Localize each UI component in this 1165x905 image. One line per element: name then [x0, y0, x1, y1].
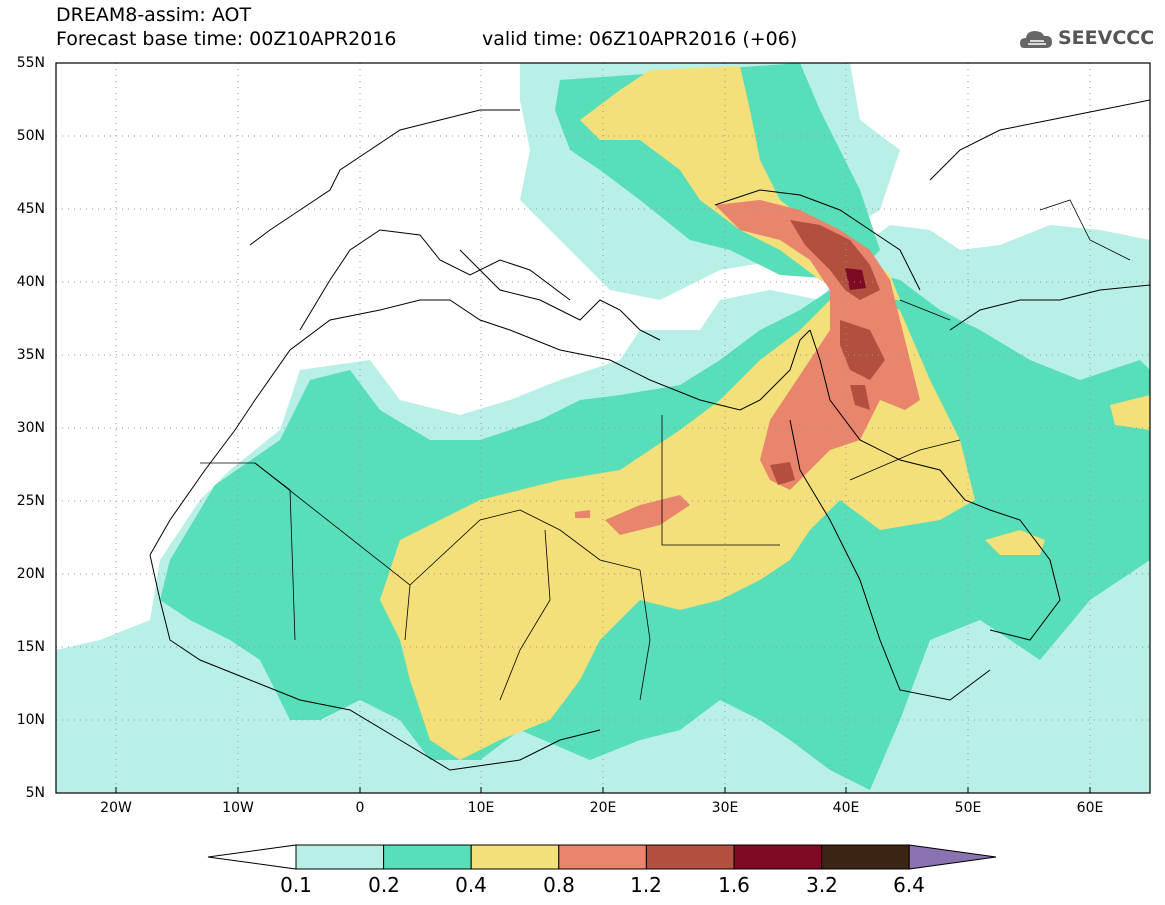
- lon-label: 20W: [100, 800, 132, 816]
- forecast-base-time: Forecast base time: 00Z10APR2016: [56, 28, 397, 50]
- colorbar-swatch-0.8: [558, 844, 647, 870]
- colorbar-label: 3.2: [806, 873, 838, 897]
- colorbar-swatch-0.4: [470, 844, 560, 870]
- lon-label: 20E: [589, 800, 617, 816]
- seevccc-logo-text: SEEVCCC: [1058, 27, 1155, 49]
- colorbar-label: 0.4: [455, 873, 487, 897]
- colorbar-swatch-1.2: [645, 844, 735, 870]
- colorbar-label: 0.2: [368, 873, 400, 897]
- colorbar: [207, 844, 997, 870]
- graticule: [56, 63, 1150, 793]
- valid-time: valid time: 06Z10APR2016 (+06): [482, 28, 798, 50]
- aot-band-1.2-b: [840, 320, 885, 380]
- aot-contours: [56, 63, 1150, 793]
- aot-band-1.2-c: [850, 385, 870, 410]
- lat-label: 20N: [16, 566, 45, 582]
- colorbar-under-arrow: [207, 844, 297, 870]
- map-title: DREAM8-assim: AOT: [56, 4, 252, 26]
- lon-label: 10E: [467, 800, 495, 816]
- aot-band-0.8-patch: [575, 510, 590, 518]
- lon-label: 30E: [711, 800, 739, 816]
- colorbar-over-arrow: [908, 844, 997, 870]
- lat-label: 15N: [16, 639, 45, 655]
- aot-band-0.4-east: [1110, 395, 1150, 430]
- lat-label: 30N: [16, 420, 45, 436]
- lon-label: 40E: [832, 800, 860, 816]
- colorbar-label: 1.6: [718, 873, 750, 897]
- aot-band-1.6: [845, 268, 866, 290]
- borders: [200, 199, 1131, 701]
- lon-label: 10W: [222, 800, 254, 816]
- colorbar-swatch-3.2: [821, 844, 910, 870]
- aot-band-1.2-d: [770, 462, 795, 485]
- lat-label: 25N: [16, 493, 45, 509]
- coastlines: [149, 99, 1150, 771]
- colorbar-swatch-1.6: [733, 844, 823, 870]
- colorbar-swatch-0.2: [383, 844, 472, 870]
- lon-label: 50E: [954, 800, 982, 816]
- aot-band-0.8-sahara: [605, 495, 690, 535]
- lat-label: 40N: [16, 274, 45, 290]
- colorbar-label: 6.4: [893, 873, 925, 897]
- colorbar-swatch-0.1: [295, 844, 385, 870]
- lat-label: 55N: [16, 55, 45, 71]
- lat-label: 45N: [16, 201, 45, 217]
- colorbar-label: 0.8: [543, 873, 575, 897]
- lat-label: 10N: [16, 712, 45, 728]
- aot-band-0.4-arabia: [985, 530, 1045, 555]
- lat-label: 35N: [16, 347, 45, 363]
- lat-label: 5N: [25, 785, 45, 801]
- colorbar-label: 1.2: [630, 873, 662, 897]
- lon-label: 60E: [1076, 800, 1104, 816]
- lat-label: 50N: [16, 128, 45, 144]
- axis-ticks: [115, 787, 1091, 793]
- cloud-logo-icon: [1020, 31, 1052, 48]
- lon-label: 0: [355, 800, 365, 816]
- colorbar-label: 0.1: [280, 873, 312, 897]
